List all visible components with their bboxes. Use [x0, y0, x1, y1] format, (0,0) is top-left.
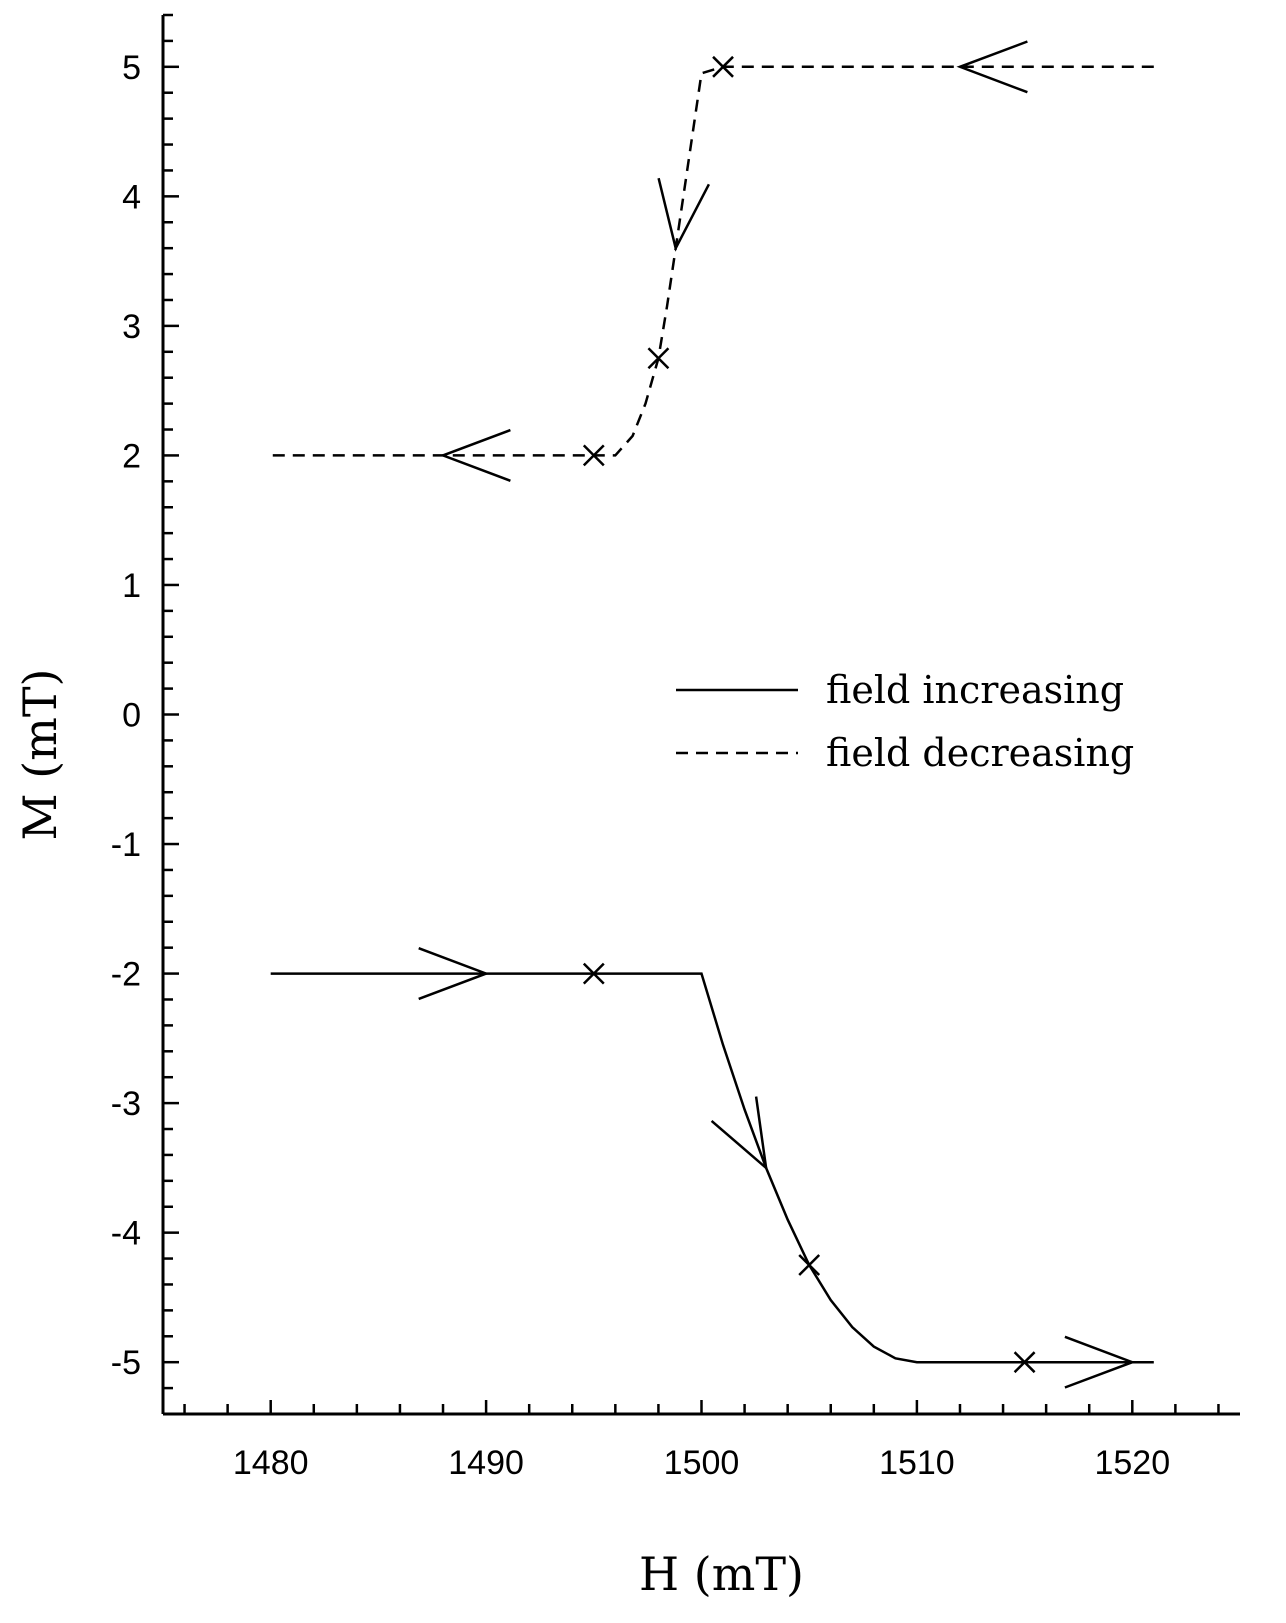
direction-arrow: [1064, 1335, 1136, 1389]
ticks: 1480 1490 1500 1510 1520 -5 -4 -3 -2 -1 0 1 2 3 4 5: [111, 13, 1220, 1482]
y-tick-label: 2: [122, 437, 141, 475]
y-tick-label: -2: [111, 956, 141, 994]
legend-label: field decreasing: [826, 731, 1134, 775]
y-tick-label: 0: [122, 697, 141, 735]
y-tick-label: -1: [111, 826, 141, 864]
series-line-field-increasing: [270, 972, 1154, 1364]
data-point-marker: [798, 1254, 821, 1276]
axes: [161, 15, 1240, 1416]
y-tick-label: 5: [122, 49, 141, 87]
x-tick-label: 1510: [879, 1444, 955, 1482]
y-tick-label: 1: [122, 567, 141, 605]
x-tick-label: 1490: [448, 1444, 524, 1482]
direction-arrow: [657, 177, 711, 252]
x-axis-title: H (mT): [639, 1547, 804, 1601]
data-point-marker: [582, 444, 605, 467]
y-tick-label: -3: [111, 1085, 141, 1123]
data-point-marker: [647, 347, 670, 370]
y-tick-label: 3: [122, 308, 141, 346]
data-point-marker: [1013, 1351, 1036, 1374]
legend-label: field increasing: [826, 668, 1124, 712]
y-tick-label: -4: [111, 1215, 141, 1253]
series-layer: [270, 40, 1154, 1389]
series-field-increasing: [270, 947, 1154, 1389]
legend: field increasing field decreasing: [676, 668, 1134, 775]
x-tick-label: 1480: [233, 1444, 309, 1482]
direction-arrow: [956, 40, 1028, 94]
data-point-marker: [712, 55, 734, 78]
x-tick-label: 1500: [664, 1444, 740, 1482]
y-axis-title: M (mT): [13, 669, 67, 841]
direction-arrow: [710, 1096, 768, 1172]
x-tick-label: 1520: [1094, 1444, 1170, 1482]
direction-arrow: [439, 428, 511, 482]
direction-arrow: [418, 947, 490, 1001]
data-point-marker: [582, 962, 605, 985]
y-tick-label: -5: [111, 1344, 141, 1382]
y-tick-label: 4: [122, 178, 141, 216]
series-field-decreasing: [270, 40, 1154, 482]
series-line-field-decreasing: [270, 65, 1154, 457]
